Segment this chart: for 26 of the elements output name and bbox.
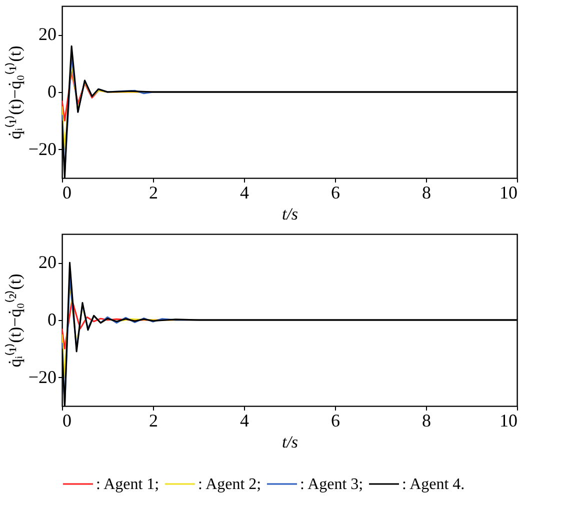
x-tick-label: 2 xyxy=(149,182,158,202)
x-tick-label: 10 xyxy=(500,182,518,202)
legend-label: : Agent 3; xyxy=(300,476,364,493)
x-tick-label: 0 xyxy=(62,410,72,430)
legend-label: : Agent 1; xyxy=(96,476,160,493)
y-tick-label: 20 xyxy=(38,24,56,44)
legend-label: : Agent 4. xyxy=(402,476,465,493)
x-tick-label: 10 xyxy=(500,410,518,430)
x-tick-label: 6 xyxy=(331,182,340,202)
y-tick-label: 0 xyxy=(48,82,56,102)
x-axis-title: t/s xyxy=(282,432,298,452)
y-tick-label: −20 xyxy=(28,366,56,387)
x-tick-label: 4 xyxy=(240,182,249,202)
x-axis-title: t/s xyxy=(282,204,298,224)
x-tick-label: 4 xyxy=(240,410,249,430)
legend-label: : Agent 2; xyxy=(198,476,262,493)
x-tick-label: 8 xyxy=(422,182,431,202)
x-tick-label: 2 xyxy=(149,410,158,430)
x-tick-label: 6 xyxy=(331,410,340,430)
y-tick-label: 0 xyxy=(48,310,56,330)
y-axis-title: q̇ᵢ⁽¹⁾(t)−q̇₀⁽²⁾(t) xyxy=(4,274,24,368)
x-tick-label: 0 xyxy=(62,182,72,202)
y-axis-title: q̇ᵢ⁽¹⁾(t)−q̇₀⁽¹⁾(t) xyxy=(4,46,24,140)
x-tick-label: 8 xyxy=(422,410,431,430)
y-tick-label: 20 xyxy=(38,252,56,272)
y-tick-label: −20 xyxy=(28,138,56,159)
